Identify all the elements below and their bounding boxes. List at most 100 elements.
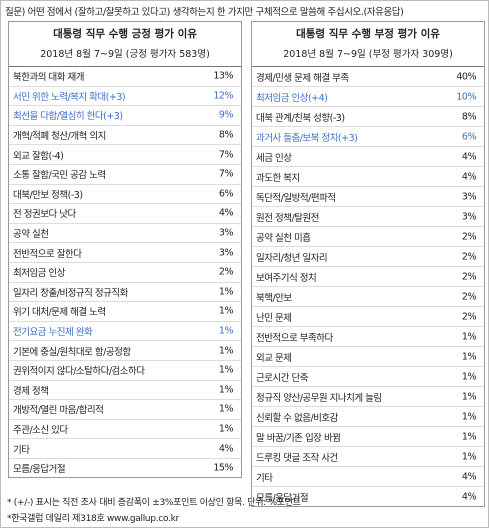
table-subtitle: 2018년 8월 7~9일 (긍정 평가자 583명) xyxy=(40,49,210,60)
table-row: 신뢰할 수 없음/비호감 1% xyxy=(252,407,484,427)
table-row: 대북 관계/친북 성향(-3) 8% xyxy=(252,107,484,127)
row-value: 1% xyxy=(218,305,234,317)
row-label: 독단적/일방적/편파적 xyxy=(256,192,336,204)
row-label: 모름/응답거절 xyxy=(256,492,309,504)
table-row: 경제/민생 문제 해결 부족 40% xyxy=(252,67,484,87)
row-value: 2% xyxy=(461,271,477,282)
row-label: 전반적으로 부족하다 xyxy=(256,332,333,344)
table-row: 최저임금 인상 2% xyxy=(9,263,241,283)
table-row: 북핵/안보 2% xyxy=(252,287,484,307)
table-title: 대통령 직무 수행 긍정 평가 이유 xyxy=(53,28,197,40)
row-value: 1% xyxy=(218,403,234,415)
table-row: 기타 4% xyxy=(9,439,241,459)
row-label: 과거사 들춤/보복 정치(+3) xyxy=(256,132,358,144)
row-label: 공약 실천 미흡 xyxy=(256,232,311,244)
table-row: 세금 인상 4% xyxy=(252,147,484,167)
table: 대통령 직무 수행 부정 평가 이유 2018년 8월 7~9일 (부정 평가자 … xyxy=(251,21,485,507)
row-label: 북한과의 대화 재개 xyxy=(13,72,84,84)
row-label: 개방적/열린 마음/합리적 xyxy=(13,405,104,417)
footnote: *한국갤럽 데일리 제318호 www.gallup.co.kr xyxy=(7,514,179,524)
row-label: 드루킹 댓글 조작 사건 xyxy=(256,452,338,464)
table-row: 개방적/열린 마음/합리적 1% xyxy=(9,400,241,420)
table-row: 일자리/청년 일자리 2% xyxy=(252,247,484,267)
row-value: 1% xyxy=(218,286,234,298)
row-value: 8% xyxy=(218,129,234,141)
row-value: 2% xyxy=(218,266,234,278)
table-row: 최저임금 인상(+4) 10% xyxy=(252,87,484,107)
row-label: 세금 인상 xyxy=(256,152,292,164)
table-row: 모름/응답거절 15% xyxy=(9,459,241,478)
table-row: 공약 실천 미흡 2% xyxy=(252,227,484,247)
row-label: 위기 대처/문제 해결 노력 xyxy=(13,307,106,319)
row-label: 난민 문제 xyxy=(256,312,292,324)
row-label: 과도한 복지 xyxy=(256,172,300,184)
row-value: 1% xyxy=(218,345,234,357)
table-row: 대북/안보 정책(-3) 6% xyxy=(9,185,241,205)
row-label: 기타 xyxy=(256,472,273,484)
table-row: 외교 문제 1% xyxy=(252,347,484,367)
row-value: 2% xyxy=(461,311,477,322)
row-label: 최저임금 인상(+4) xyxy=(256,92,328,104)
row-value: 15% xyxy=(213,462,233,474)
row-value: 2% xyxy=(461,291,477,302)
row-label: 대북/안보 정책(-3) xyxy=(13,189,83,201)
row-label: 소통 잘함/국민 공감 노력 xyxy=(13,170,106,182)
row-label: 전반적으로 잘한다 xyxy=(13,248,82,260)
row-value: 3% xyxy=(218,227,234,239)
table-row: 모름/응답거절 4% xyxy=(252,487,484,506)
table-row: 공약 실천 3% xyxy=(9,224,241,244)
row-value: 1% xyxy=(461,411,477,422)
row-value: 1% xyxy=(461,451,477,462)
table-row: 서민 위한 노력/복지 확대(+3) 12% xyxy=(9,87,241,107)
row-label: 공약 실천 xyxy=(13,229,49,241)
row-label: 경제/민생 문제 해결 부족 xyxy=(256,72,349,84)
row-value: 1% xyxy=(218,384,234,396)
row-value: 1% xyxy=(218,364,234,376)
row-label: 원전 정책/탈원전 xyxy=(256,212,319,224)
table-row: 외교 잘함(-4) 7% xyxy=(9,145,241,165)
row-value: 4% xyxy=(461,151,477,162)
row-value: 10% xyxy=(456,91,476,102)
footnote: * (+/-) 표시는 직전 조사 대비 증감폭이 ±3%포인트 이상인 항목.… xyxy=(7,498,301,508)
row-label: 북핵/안보 xyxy=(256,292,292,304)
table-title: 대통령 직무 수행 부정 평가 이유 xyxy=(296,28,440,40)
row-value: 4% xyxy=(218,443,234,455)
row-label: 전기요금 누진제 완화 xyxy=(13,327,93,339)
table-row: 기본에 충실/원칙대로 함/공정함 1% xyxy=(9,341,241,361)
row-label: 주관/소신 있다 xyxy=(13,424,68,436)
table-row: 전기요금 누진제 완화 1% xyxy=(9,322,241,342)
table-header: 대통령 직무 수행 긍정 평가 이유 2018년 8월 7~9일 (긍정 평가자 … xyxy=(9,26,241,67)
table-row: 드루킹 댓글 조작 사건 1% xyxy=(252,447,484,467)
row-value: 2% xyxy=(461,251,477,262)
row-value: 2% xyxy=(461,231,477,242)
row-value: 40% xyxy=(456,71,476,82)
table-header: 대통령 직무 수행 부정 평가 이유 2018년 8월 7~9일 (부정 평가자 … xyxy=(252,26,484,67)
table-row: 과거사 들춤/보복 정치(+3) 6% xyxy=(252,127,484,147)
row-value: 3% xyxy=(218,247,234,259)
row-label: 권위적이지 않다/소탈하다/검소하다 xyxy=(13,366,145,378)
row-value: 12% xyxy=(213,90,233,102)
table-row: 개혁/적폐 청산/개혁 의지 8% xyxy=(9,126,241,146)
row-label: 모름/응답거절 xyxy=(13,464,66,476)
table-row: 근로시간 단축 1% xyxy=(252,367,484,387)
table-row: 기타 4% xyxy=(252,467,484,487)
table-row: 독단적/일방적/편파적 3% xyxy=(252,187,484,207)
table-row: 말 바꿈/기존 입장 바뀜 1% xyxy=(252,427,484,447)
row-value: 7% xyxy=(218,168,234,180)
row-label: 일자리 창출/비정규직 정규직화 xyxy=(13,287,128,299)
row-label: 최저임금 인상 xyxy=(13,268,65,280)
row-label: 신뢰할 수 없음/비호감 xyxy=(256,412,338,424)
row-value: 3% xyxy=(461,191,477,202)
row-label: 말 바꿈/기존 입장 바뀜 xyxy=(256,432,341,444)
row-value: 4% xyxy=(461,471,477,482)
table-row: 전 정권보다 낫다 4% xyxy=(9,204,241,224)
table-row: 경제 정책 1% xyxy=(9,381,241,401)
table-row: 전반적으로 잘한다 3% xyxy=(9,243,241,263)
table-row: 일자리 창출/비정규직 정규직화 1% xyxy=(9,283,241,303)
row-label: 개혁/적폐 청산/개혁 의지 xyxy=(13,131,106,143)
row-value: 4% xyxy=(461,171,477,182)
row-label: 서민 위한 노력/복지 확대(+3) xyxy=(13,91,126,103)
row-value: 4% xyxy=(461,491,477,502)
table-row: 보여주기식 정치 2% xyxy=(252,267,484,287)
